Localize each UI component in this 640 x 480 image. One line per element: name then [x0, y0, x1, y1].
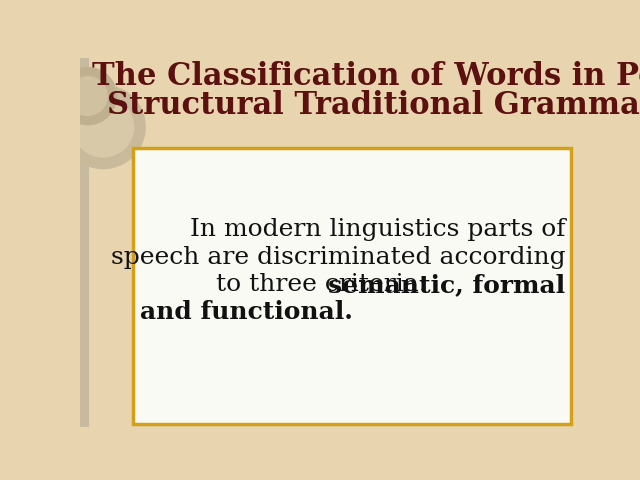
- Text: Structural Traditional Grammar: Structural Traditional Grammar: [107, 90, 640, 121]
- Circle shape: [58, 67, 117, 125]
- Text: speech are discriminated according: speech are discriminated according: [111, 246, 565, 268]
- Bar: [132, 148, 572, 424]
- Circle shape: [68, 76, 108, 116]
- Text: The Classification of Words in Post-: The Classification of Words in Post-: [92, 61, 640, 92]
- Circle shape: [61, 84, 146, 169]
- Text: and functional.: and functional.: [140, 300, 353, 324]
- Text: In modern linguistics parts of: In modern linguistics parts of: [141, 218, 565, 241]
- Bar: [80, 58, 90, 427]
- Text: semantic, formal: semantic, formal: [328, 273, 565, 297]
- Circle shape: [72, 96, 134, 158]
- Text: to three criteria:: to three criteria:: [216, 273, 435, 296]
